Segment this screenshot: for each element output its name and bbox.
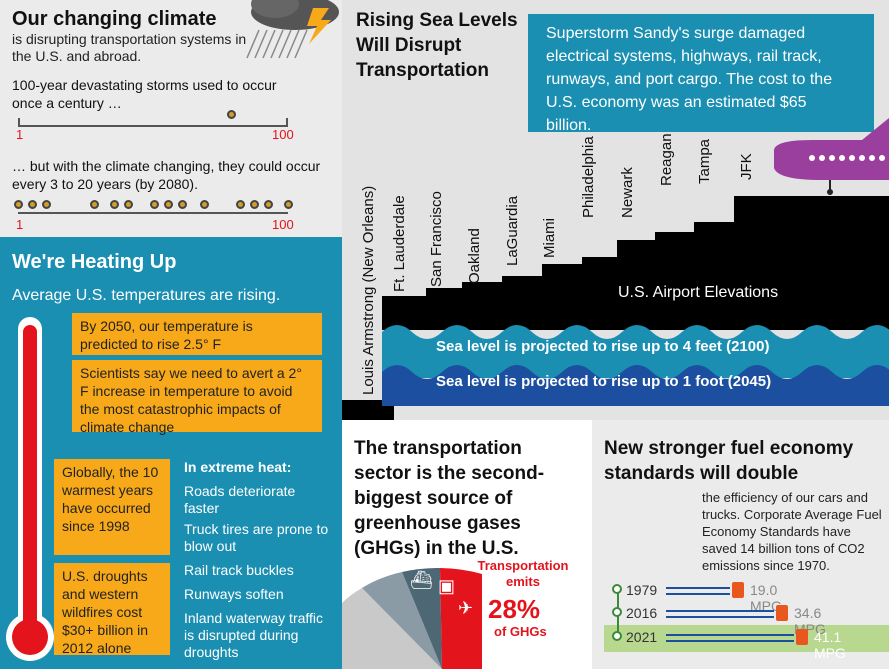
extreme-item-rail: Rail track buckles (184, 562, 294, 578)
sea-waves (382, 325, 889, 406)
droughts-cost-box: U.S. droughts and western wildfires cost… (54, 563, 170, 656)
fuel-title: New stronger fuel economy standards will… (604, 438, 854, 484)
transport-emits-label: Transportation emits (477, 558, 569, 589)
avert-increase-box: Scientists say we need to avert a 2° F i… (72, 360, 322, 435)
fuel-body: the efficiency of our cars and trucks. C… (702, 490, 882, 573)
extreme-item-waterway: Inland waterway traffic is disrupted dur… (184, 610, 324, 660)
year-2021: 2021 (626, 629, 658, 645)
temperature-forecast-box: By 2050, our temperature is predicted to… (72, 313, 322, 355)
warmest-years-box: Globally, the 10 warmest years have occu… (54, 459, 170, 555)
airport-label-san-francisco: San Francisco (428, 191, 445, 287)
airport-label-reagan: Reagan (658, 133, 675, 186)
year-1979: 1979 (626, 582, 658, 598)
mpg-bar-1979 (666, 587, 730, 595)
airport-label-new-orleans: Louis Armstrong (New Orleans) (360, 185, 377, 395)
sea-rise-1ft: Sea level is projected to rise up to 1 f… (436, 373, 772, 390)
airport-label-tampa: Tampa (696, 138, 713, 184)
heating-title: We're Heating Up (12, 251, 177, 273)
row-2021-highlight (604, 625, 889, 652)
heating-subtitle: Average U.S. temperatures are rising. (12, 287, 281, 304)
climate-title: Our changing climate (12, 8, 217, 30)
sea-rise-4ft: Sea level is projected to rise up to 4 f… (436, 338, 770, 355)
scale-max-label-2: 100 (272, 217, 294, 232)
elevations-label: U.S. Airport Elevations (618, 284, 779, 301)
ship-icon: ⛴ (410, 570, 433, 590)
airport-label-ft-lauderdale: Ft. Lauderdale (391, 195, 408, 292)
transport-percent: 28% (488, 594, 541, 624)
extreme-item-roads: Roads deteriorate faster (184, 483, 296, 516)
mpg-2021: 41.1 MPG (814, 629, 846, 661)
plane-icon: ✈ (458, 598, 474, 618)
year-2016: 2016 (626, 605, 658, 621)
ghg-pie-chart (342, 568, 482, 669)
airport-label-miami: Miami (541, 218, 558, 258)
airport-label-oakland: Oakland (466, 228, 483, 284)
storm-cloud-icon (246, 0, 339, 59)
transport-icons: ⛴ ▣ ✈ (392, 568, 482, 628)
airport-label-laguardia: LaGuardia (504, 195, 521, 266)
fuel-can-icon (732, 582, 744, 598)
sea-level-title: Rising Sea Levels Will Disrupt Transport… (356, 10, 518, 81)
scale-max-label: 100 (272, 127, 294, 142)
ghg-panel: The transportation sector is the second-… (342, 420, 592, 669)
climate-panel: Our changing climate is disrupting trans… (0, 0, 342, 237)
scale-line-1 (18, 125, 288, 127)
mpg-bar-2016 (666, 610, 774, 618)
fuel-can-icon (776, 605, 788, 621)
sandy-box: Superstorm Sandy's surge damaged electri… (528, 14, 874, 134)
climate-subtitle: is disrupting transportation systems in … (12, 31, 247, 64)
extreme-heat-title: In extreme heat: (184, 459, 292, 475)
thermometer-icon (6, 317, 54, 661)
scale-line-2 (18, 212, 288, 214)
bus-icon: ▣ (438, 576, 456, 596)
storm-text-before: 100-year devastating storms used to occu… (12, 77, 277, 111)
extreme-item-tires: Truck tires are prone to blow out (184, 521, 329, 554)
ghg-title: The transportation sector is the second-… (354, 438, 545, 559)
airport-label-newark: Newark (619, 167, 636, 218)
sea-level-panel: Rising Sea Levels Will Disrupt Transport… (342, 0, 889, 420)
storm-text-after: … but with the climate changing, they co… (12, 158, 321, 192)
airport-label-jfk: JFK (738, 153, 755, 180)
storm-dot (227, 110, 236, 119)
scale-min-label-2: 1 (16, 217, 24, 232)
airport-elevation-steps (342, 118, 889, 420)
fuel-can-icon (796, 629, 808, 645)
transportation-slice (440, 568, 482, 669)
extreme-item-runways: Runways soften (184, 586, 284, 602)
transport-of-ghgs: of GHGs (494, 624, 547, 639)
airport-label-philadelphia: Philadelphia (580, 136, 597, 218)
heating-panel: We're Heating Up Average U.S. temperatur… (0, 237, 342, 669)
mpg-bar-2021 (666, 634, 794, 642)
scale-min-label: 1 (16, 127, 24, 142)
